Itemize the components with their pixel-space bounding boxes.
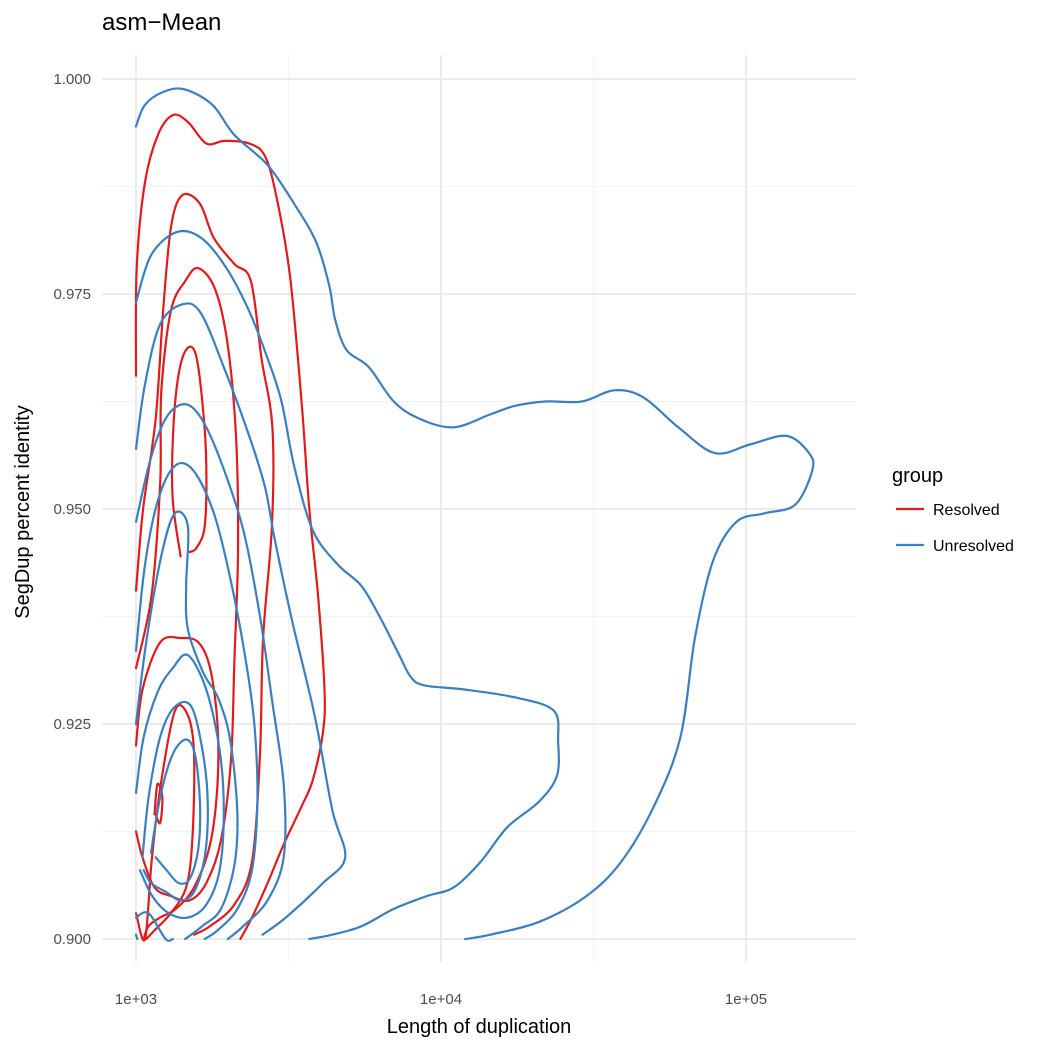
plot-contours bbox=[134, 87, 815, 942]
unresolved-contour-9 bbox=[149, 738, 202, 885]
y-tick-label: 0.975 bbox=[53, 286, 91, 303]
y-tick-label: 1.000 bbox=[53, 71, 91, 88]
resolved-contour-5 bbox=[170, 345, 208, 558]
legend-item-resolved: Resolved bbox=[896, 502, 1000, 519]
y-axis-title: SegDup percent identity bbox=[12, 405, 34, 618]
unresolved-contour-7 bbox=[134, 653, 225, 920]
unresolved-contour-6 bbox=[134, 510, 239, 941]
legend: group Resolved Unresolved bbox=[892, 465, 1014, 555]
y-tick-label: 0.900 bbox=[53, 931, 91, 948]
unresolved-contour-1 bbox=[134, 87, 815, 941]
legend-label-resolved: Resolved bbox=[933, 502, 1000, 519]
legend-item-unresolved: Unresolved bbox=[896, 538, 1014, 555]
unresolved-contour-4 bbox=[134, 403, 287, 941]
unresolved-contour-2 bbox=[134, 229, 560, 941]
legend-title: group bbox=[892, 465, 943, 487]
unresolved-contour-5 bbox=[134, 461, 259, 941]
x-tick-labels: 1e+03 1e+04 1e+05 bbox=[115, 991, 767, 1008]
unresolved-contour-8 bbox=[141, 700, 209, 902]
chart-title: asm−Mean bbox=[102, 9, 221, 36]
y-tick-label: 0.925 bbox=[53, 716, 91, 733]
y-tick-label: 0.950 bbox=[53, 501, 91, 518]
x-tick-label: 1e+03 bbox=[115, 991, 157, 1008]
x-axis-title: Length of duplication bbox=[387, 1016, 572, 1038]
grid-lines bbox=[102, 55, 856, 962]
x-tick-label: 1e+04 bbox=[420, 991, 462, 1008]
unresolved-contour-10 bbox=[134, 911, 174, 942]
x-tick-label: 1e+05 bbox=[725, 991, 767, 1008]
y-tick-labels: 0.900 0.925 0.950 0.975 1.000 bbox=[53, 71, 91, 948]
unresolved-contour-11 bbox=[134, 933, 139, 941]
resolved-contour-7 bbox=[153, 782, 164, 825]
resolved-contour-4 bbox=[134, 635, 220, 941]
series-unresolved bbox=[134, 87, 815, 942]
unresolved-contour-3 bbox=[134, 302, 347, 936]
resolved-contour-1 bbox=[134, 113, 326, 941]
legend-label-unresolved: Unresolved bbox=[933, 538, 1014, 555]
